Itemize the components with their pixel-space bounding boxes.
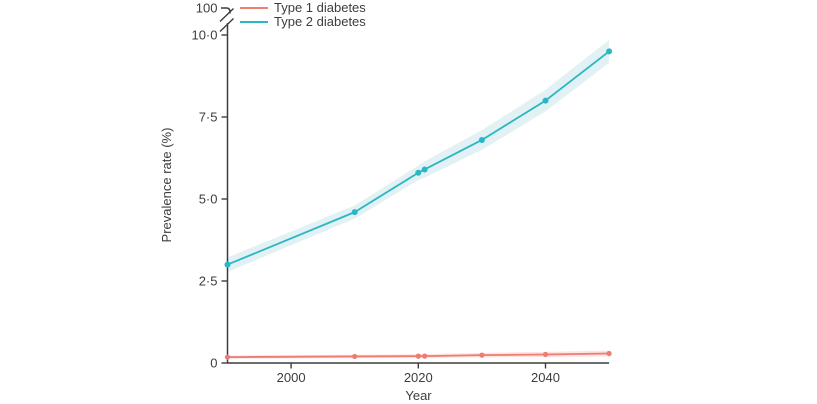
legend-label: Type 1 diabetes [274,0,366,15]
y-axis-title: Prevalence rate (%) [159,127,174,243]
x-tick-label: 2040 [531,370,560,385]
legend-item-type-2-diabetes: Type 2 diabetes [240,15,366,29]
data-point-type-2-diabetes [421,166,428,173]
data-point-type-1-diabetes [224,354,231,360]
data-point-type-1-diabetes [479,352,485,358]
y-axis-break-slash [219,7,234,23]
ci-band-type-2 [227,39,610,272]
data-point-type-2-diabetes [415,169,422,176]
y-tick-label: 5·0 [199,192,218,207]
series-line-type-2-diabetes [226,50,610,266]
data-point-type-2-diabetes [606,48,613,55]
legend-item-type-1-diabetes: Type 1 diabetes [240,1,366,15]
data-point-type-1-diabetes [422,353,428,359]
y-tick-label: 2·5 [199,274,218,289]
data-point-type-2-diabetes [224,261,231,268]
y-tick-label: 7·5 [199,110,218,125]
data-point-type-1-diabetes [542,351,549,358]
y-tick-label: 10·0 [191,28,217,43]
data-point-type-2-diabetes [478,136,485,143]
data-point-type-1-diabetes [606,350,612,357]
x-tick-label: 2020 [404,370,433,385]
y-axis-break-slash [219,17,234,33]
y-tick-label: 0 [210,356,217,371]
legend-label: Type 2 diabetes [274,14,366,29]
data-point-type-2-diabetes [542,97,549,104]
data-point-type-1-diabetes [415,353,421,359]
x-tick-label: 2000 [277,370,306,385]
legend-line-swatch-type-1 [240,7,268,9]
chart-legend: Type 1 diabetes Type 2 diabetes [240,1,366,29]
data-point-type-2-diabetes [351,209,358,216]
y-tick-label-break: 100 [196,1,218,16]
data-point-type-1-diabetes [352,353,358,360]
legend-line-swatch-type-2 [240,21,268,23]
x-axis-title: Year [405,388,432,403]
